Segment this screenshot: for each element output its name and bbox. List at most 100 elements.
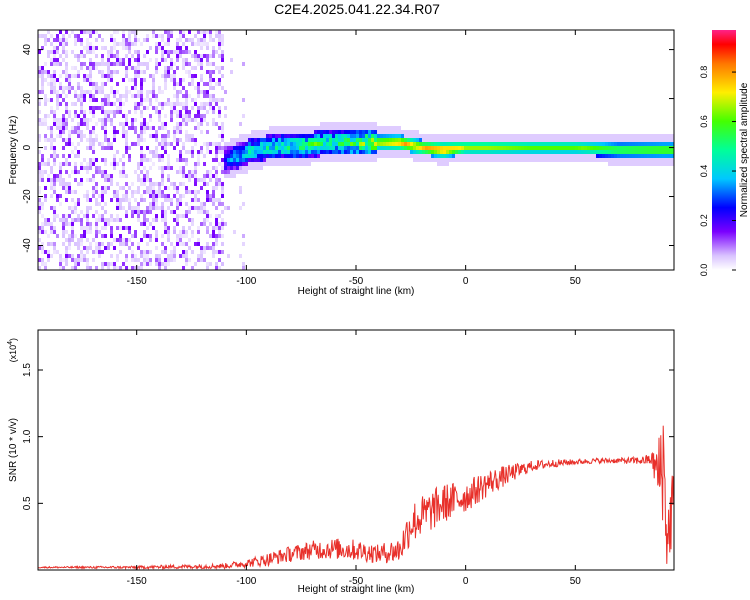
spectrogram-cell — [107, 174, 110, 178]
spectrogram-cell — [254, 162, 257, 166]
spectrogram-cell — [191, 266, 194, 270]
spectrogram-cell — [188, 178, 191, 182]
spectrogram-cell — [230, 162, 233, 166]
spectrogram-cell — [248, 162, 251, 166]
spectrogram-cell — [197, 198, 200, 202]
spectrogram-cell — [209, 54, 212, 58]
spectrogram-cell — [371, 142, 374, 146]
spectrogram-cell — [95, 122, 98, 126]
spectrogram-cell — [152, 186, 155, 190]
spectrogram-cell — [242, 146, 245, 150]
spectrogram-cell — [98, 254, 101, 258]
spectrogram-cell — [98, 62, 101, 66]
spectrogram-cell — [311, 154, 314, 158]
spectrogram-cell — [416, 154, 419, 158]
spectrogram-cell — [191, 118, 194, 122]
spectrogram-cell — [569, 134, 572, 138]
spectrogram-cell — [74, 38, 77, 42]
spectrogram-cell — [581, 154, 584, 158]
spectrogram-cell — [167, 254, 170, 258]
spectrogram-cell — [107, 218, 110, 222]
spectrogram-cell — [149, 234, 152, 238]
spectrogram-cell — [158, 206, 161, 210]
spectrogram-cell — [38, 110, 41, 114]
spectrogram-cell — [428, 138, 431, 142]
spectrogram-cell — [371, 138, 374, 142]
spectrogram-cell — [200, 222, 203, 226]
spectrogram-cell — [164, 226, 167, 230]
spectrogram-cell — [437, 134, 440, 138]
spectrogram-cell — [248, 158, 251, 162]
spectrogram-cell — [206, 90, 209, 94]
spectrogram-cell — [158, 190, 161, 194]
spectrogram-cell — [215, 226, 218, 230]
spectrogram-cell — [536, 158, 539, 162]
spectrogram-cell — [248, 134, 251, 138]
spectrogram-cell — [149, 194, 152, 198]
spectrogram-cell — [62, 146, 65, 150]
spectrogram-cell — [374, 122, 377, 126]
spectrogram-cell — [530, 158, 533, 162]
spectrogram-cell — [128, 62, 131, 66]
spectrogram-cell — [71, 218, 74, 222]
spectrogram-cell — [284, 154, 287, 158]
spectrogram-cell — [578, 138, 581, 142]
spectrogram-cell — [119, 218, 122, 222]
spectrogram-cell — [50, 34, 53, 38]
colorbar-ticks: 0.00.20.40.60.8 — [699, 66, 736, 276]
spectrogram-cell — [527, 142, 530, 146]
spectrogram-cell — [287, 130, 290, 134]
spectrogram-cell — [92, 158, 95, 162]
spectrogram-cell — [89, 246, 92, 250]
spectrogram-cell — [443, 158, 446, 162]
spectrogram-cell — [131, 42, 134, 46]
spectrogram-cell — [62, 162, 65, 166]
spectrogram-cell — [335, 158, 338, 162]
spectrogram-cell — [212, 106, 215, 110]
spectrogram-cell — [272, 158, 275, 162]
spectrogram-cell — [140, 262, 143, 266]
spectrogram-cell — [386, 138, 389, 142]
spectrogram-cell — [68, 78, 71, 82]
spectrogram-cell — [167, 226, 170, 230]
spectrogram-cell — [77, 150, 80, 154]
spectrogram-cell — [158, 186, 161, 190]
spectrogram-cell — [164, 166, 167, 170]
spectrogram-cell — [161, 174, 164, 178]
spectrogram-cell — [512, 138, 515, 142]
spectrogram-cell — [644, 142, 647, 146]
spectrogram-cell — [47, 218, 50, 222]
spectrogram-cell — [593, 134, 596, 138]
spectrogram-cell — [272, 154, 275, 158]
spectrogram-cell — [194, 178, 197, 182]
spectrogram-cell — [83, 122, 86, 126]
spectrogram-cell — [116, 194, 119, 198]
spectrogram-cell — [260, 142, 263, 146]
spectrogram-cell — [92, 110, 95, 114]
spectrogram-cell — [458, 158, 461, 162]
spectrogram-cell — [467, 134, 470, 138]
spectrogram-cell — [62, 218, 65, 222]
spectrogram-cell — [101, 250, 104, 254]
spectrogram-cell — [326, 138, 329, 142]
spectrogram-cell — [104, 102, 107, 106]
spectrogram-cell — [125, 118, 128, 122]
spectrogram-cell — [170, 142, 173, 146]
spectrogram-cells — [38, 30, 674, 270]
spectrogram-cell — [176, 122, 179, 126]
spectrogram-cell — [224, 166, 227, 170]
spectrogram-cell — [65, 182, 68, 186]
spectrogram-cell — [92, 142, 95, 146]
spectrogram-cell — [86, 66, 89, 70]
spectrogram-cell — [53, 78, 56, 82]
spectrogram-cell — [38, 202, 41, 206]
spectrogram-cell — [125, 254, 128, 258]
spectrogram-cell — [308, 154, 311, 158]
spectrogram-cell — [659, 142, 662, 146]
spectrogram-cell — [524, 146, 527, 150]
spectrogram-cell — [161, 58, 164, 62]
spectrogram-cell — [653, 162, 656, 166]
spectrogram-cell — [293, 142, 296, 146]
spectrogram-cell — [38, 198, 41, 202]
spectrogram-cell — [143, 210, 146, 214]
